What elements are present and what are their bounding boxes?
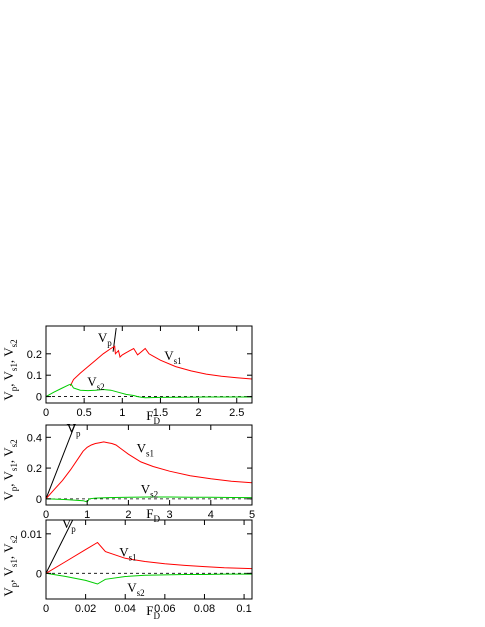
plot-frame xyxy=(45,519,253,600)
x-tick-label: 0.08 xyxy=(194,603,215,615)
plot-frame xyxy=(45,325,253,404)
y-tick-label: 0.2 xyxy=(27,349,42,361)
x-tick-label: 0 xyxy=(43,509,49,521)
x-tick-label: 1 xyxy=(84,509,90,521)
y-tick-label: 0 xyxy=(36,494,42,506)
y-tick-label: 0.01 xyxy=(21,529,42,541)
y-tick-label: 0.2 xyxy=(27,463,42,475)
panel-2: 0 1 2 3 4 5 0 0.2 0.4 Vp Vs1 Vs2 FD Vp, Vs1, Vs2 xyxy=(1,421,255,524)
series-vs2-line xyxy=(46,496,252,503)
y-tick-label: 0.4 xyxy=(27,432,42,444)
annotation-vs1: Vs1 xyxy=(164,348,181,366)
annotation-vp: Vp xyxy=(67,421,81,439)
x-tick-label: 5 xyxy=(249,509,255,521)
x-tick-label: 1 xyxy=(119,407,125,419)
x-tick-label: 0.06 xyxy=(154,603,175,615)
y-tick-label: 0 xyxy=(36,392,42,404)
x-tick-label: 0.04 xyxy=(115,603,136,615)
y-tick-label: 0.1 xyxy=(27,370,42,382)
plot-frame xyxy=(45,424,253,506)
annotation-vp: Vp xyxy=(98,330,112,348)
x-tick-label: 0.02 xyxy=(75,603,96,615)
x-axis-title: FD xyxy=(146,408,160,426)
annotation-vs2: Vs2 xyxy=(127,580,144,598)
x-tick-label: 0 xyxy=(43,603,49,615)
x-tick-label: 1.5 xyxy=(153,407,168,419)
annotation-vs2: Vs2 xyxy=(141,481,158,499)
y-tick-label: 0 xyxy=(36,568,42,580)
series-vs1-line xyxy=(69,345,252,387)
annotation-vp: Vp xyxy=(62,516,76,534)
panel-1: 0 0.5 1 1.5 2 2.5 0 0.1 0.2 Vp Vs1 Vs2 FD Vp, Vs1, Vs… xyxy=(1,325,253,426)
series-vs1-line xyxy=(46,541,252,574)
series-vp-line xyxy=(46,425,76,499)
x-tick-label: 2 xyxy=(196,407,202,419)
series-vs1-line xyxy=(46,441,252,500)
annotation-vs1: Vs1 xyxy=(119,545,136,563)
annotation-vs1: Vs1 xyxy=(137,441,154,459)
series-vp-line xyxy=(112,328,117,352)
series-vs2-line xyxy=(46,383,252,399)
x-tick-label: 2.5 xyxy=(229,407,244,419)
x-tick-label: 0.5 xyxy=(76,407,91,419)
x-axis-title: FD xyxy=(146,603,160,621)
x-tick-label: 0 xyxy=(43,407,49,419)
x-tick-label: 0.1 xyxy=(236,603,251,615)
x-tick-label: 4 xyxy=(208,509,214,521)
series-vs2-line xyxy=(46,572,252,585)
y-axis-title: Vp, Vs1, Vs2 xyxy=(1,439,19,500)
x-tick-label: 3 xyxy=(167,509,173,521)
y-axis-title: Vp, Vs1, Vs2 xyxy=(1,535,19,596)
series-vp-line xyxy=(46,520,74,574)
annotation-vs2: Vs2 xyxy=(87,374,104,392)
x-tick-label: 2 xyxy=(125,509,131,521)
x-axis-title: FD xyxy=(146,506,160,524)
y-axis-title: Vp, Vs1, Vs2 xyxy=(1,339,19,400)
